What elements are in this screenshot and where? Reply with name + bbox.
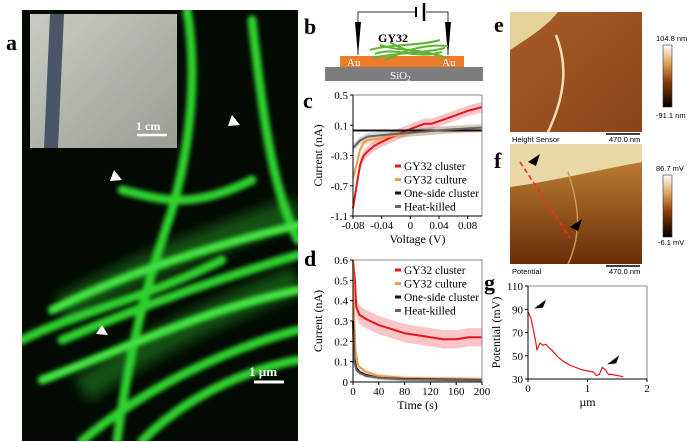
- scale-label: 1 µm: [249, 364, 278, 379]
- y-tick-label: 90: [512, 304, 524, 316]
- image-caption: Potential: [512, 267, 542, 276]
- colorbar-max: 86.7 mV: [656, 164, 684, 173]
- y-tick-label: 0.5: [334, 90, 348, 102]
- series-line-heat-killed: [352, 126, 483, 149]
- legend-label: One-side cluster: [404, 292, 479, 304]
- series-line-gy32-cluster: [352, 259, 482, 341]
- x-tick-label: 120: [422, 386, 439, 398]
- x-tick-label: 0.08: [458, 220, 478, 232]
- x-axis-label: Voltage (V): [389, 232, 445, 246]
- colorbar-max: 104.8 nm: [656, 34, 687, 43]
- x-tick-label: 40: [373, 386, 385, 398]
- y-tick-label: 0: [343, 377, 349, 389]
- arrowhead-icon: [110, 170, 122, 181]
- panel-c-label: c: [303, 88, 313, 113]
- y-tick-label: 0.1: [334, 357, 348, 369]
- panel-d-label: d: [304, 246, 317, 271]
- legend-label: One-side cluster: [404, 188, 479, 200]
- x-tick-label: 0: [350, 386, 356, 398]
- y-tick-label: -0.3: [331, 151, 349, 163]
- y-tick-label: 0.4: [334, 296, 348, 308]
- x-tick-label: 0: [525, 383, 531, 395]
- y-tick-label: 110: [507, 281, 524, 293]
- device-schematic: GY32 Au Au SiO2: [325, 3, 483, 83]
- afm-potential-image: 86.7 mV -6.1 mV Potential 470.0 nm: [510, 144, 684, 276]
- legend-label: GY32 cluster: [404, 265, 466, 277]
- y-tick-label: 0.2: [334, 336, 348, 348]
- y-tick-label: -1.1: [331, 211, 348, 223]
- legend-label: GY32 cluster: [404, 161, 466, 173]
- electrode-right-label: Au: [442, 57, 456, 69]
- arrowhead-icon: [228, 115, 240, 126]
- arrowhead-icon: [96, 325, 108, 335]
- y-tick-label: 0.1: [334, 120, 348, 132]
- x-axis-label: Time (s): [397, 398, 438, 412]
- y-axis-label: Potential (mV): [489, 297, 503, 369]
- x-tick-label: 0: [408, 220, 414, 232]
- y-axis-label: Current (nA): [311, 290, 325, 352]
- y-tick-label: 70: [512, 328, 524, 340]
- arrowhead-icon: [528, 154, 540, 166]
- x-tick-label: -0.04: [370, 220, 393, 232]
- colorbar-min: -91.1 nm: [656, 111, 686, 120]
- legend-label: Heat-killed: [404, 202, 456, 214]
- inset-scale-label: 1 cm: [136, 119, 161, 133]
- y-tick-label: 0.5: [334, 275, 348, 287]
- x-axis-label: µm: [579, 395, 596, 409]
- scale-label: 470.0 nm: [609, 267, 640, 276]
- panel-f-label: f: [494, 148, 502, 173]
- afm-height-image: 104.8 nm -91.1 nm Height Sensor 470.0 nm: [510, 12, 687, 144]
- chart-g: 0 1 2 110 90 70 50 30 µm Potential (mV): [489, 281, 650, 409]
- series-line-heat-killed: [352, 331, 483, 382]
- plot-frame: [527, 285, 648, 380]
- error-band: [353, 101, 482, 214]
- colorbar-min: -6.1 mV: [658, 238, 684, 247]
- arrowhead-icon: [570, 219, 582, 231]
- legend-label: GY32 culture: [404, 175, 467, 187]
- scale-label: 470.0 nm: [609, 135, 640, 144]
- panel-b-label: b: [304, 14, 317, 39]
- panel-a-label: a: [6, 30, 17, 55]
- x-tick-label: 2: [644, 383, 650, 395]
- y-axis-label: Current (nA): [311, 124, 325, 186]
- y-tick-label: 0.3: [334, 316, 348, 328]
- substrate-label: SiO2: [390, 70, 411, 83]
- y-tick-label: -0.7: [331, 181, 349, 193]
- sample-label: GY32: [378, 31, 408, 45]
- arrowhead-icon: [533, 299, 546, 309]
- arrowhead-icon: [607, 355, 620, 365]
- image-caption: Height Sensor: [512, 135, 560, 144]
- y-tick-label: 0.6: [334, 255, 348, 267]
- y-tick-label: 30: [512, 374, 524, 386]
- y-tick-label: 50: [512, 351, 524, 363]
- legend-label: Heat-killed: [404, 306, 456, 318]
- series-line-profile: [527, 311, 624, 378]
- x-tick-label: 160: [448, 386, 465, 398]
- legend-label: GY32 culture: [404, 279, 467, 291]
- fluorescence-image: [22, 10, 298, 441]
- electrode-left-label: Au: [347, 57, 361, 69]
- x-tick-label: 1: [585, 383, 591, 395]
- x-tick-label: -0.08: [342, 220, 365, 232]
- panel-e-label: e: [494, 12, 504, 37]
- x-tick-label: 200: [474, 386, 491, 398]
- chart-c: -0.08 -0.04 0 0.04 0.08 0.5 0.1 -0.3 -0.7 -1.1 Vol…: [311, 90, 483, 246]
- panel-g-label: g: [484, 270, 495, 295]
- chart-d: 0 40 80 120 160 200 0.6 0.5 0.4 0.3 0.2 0.1 0 Time (s…: [311, 255, 491, 412]
- x-tick-label: 0.04: [429, 220, 449, 232]
- x-tick-label: 80: [399, 386, 411, 398]
- series-line-gy32-cluster: [352, 106, 483, 209]
